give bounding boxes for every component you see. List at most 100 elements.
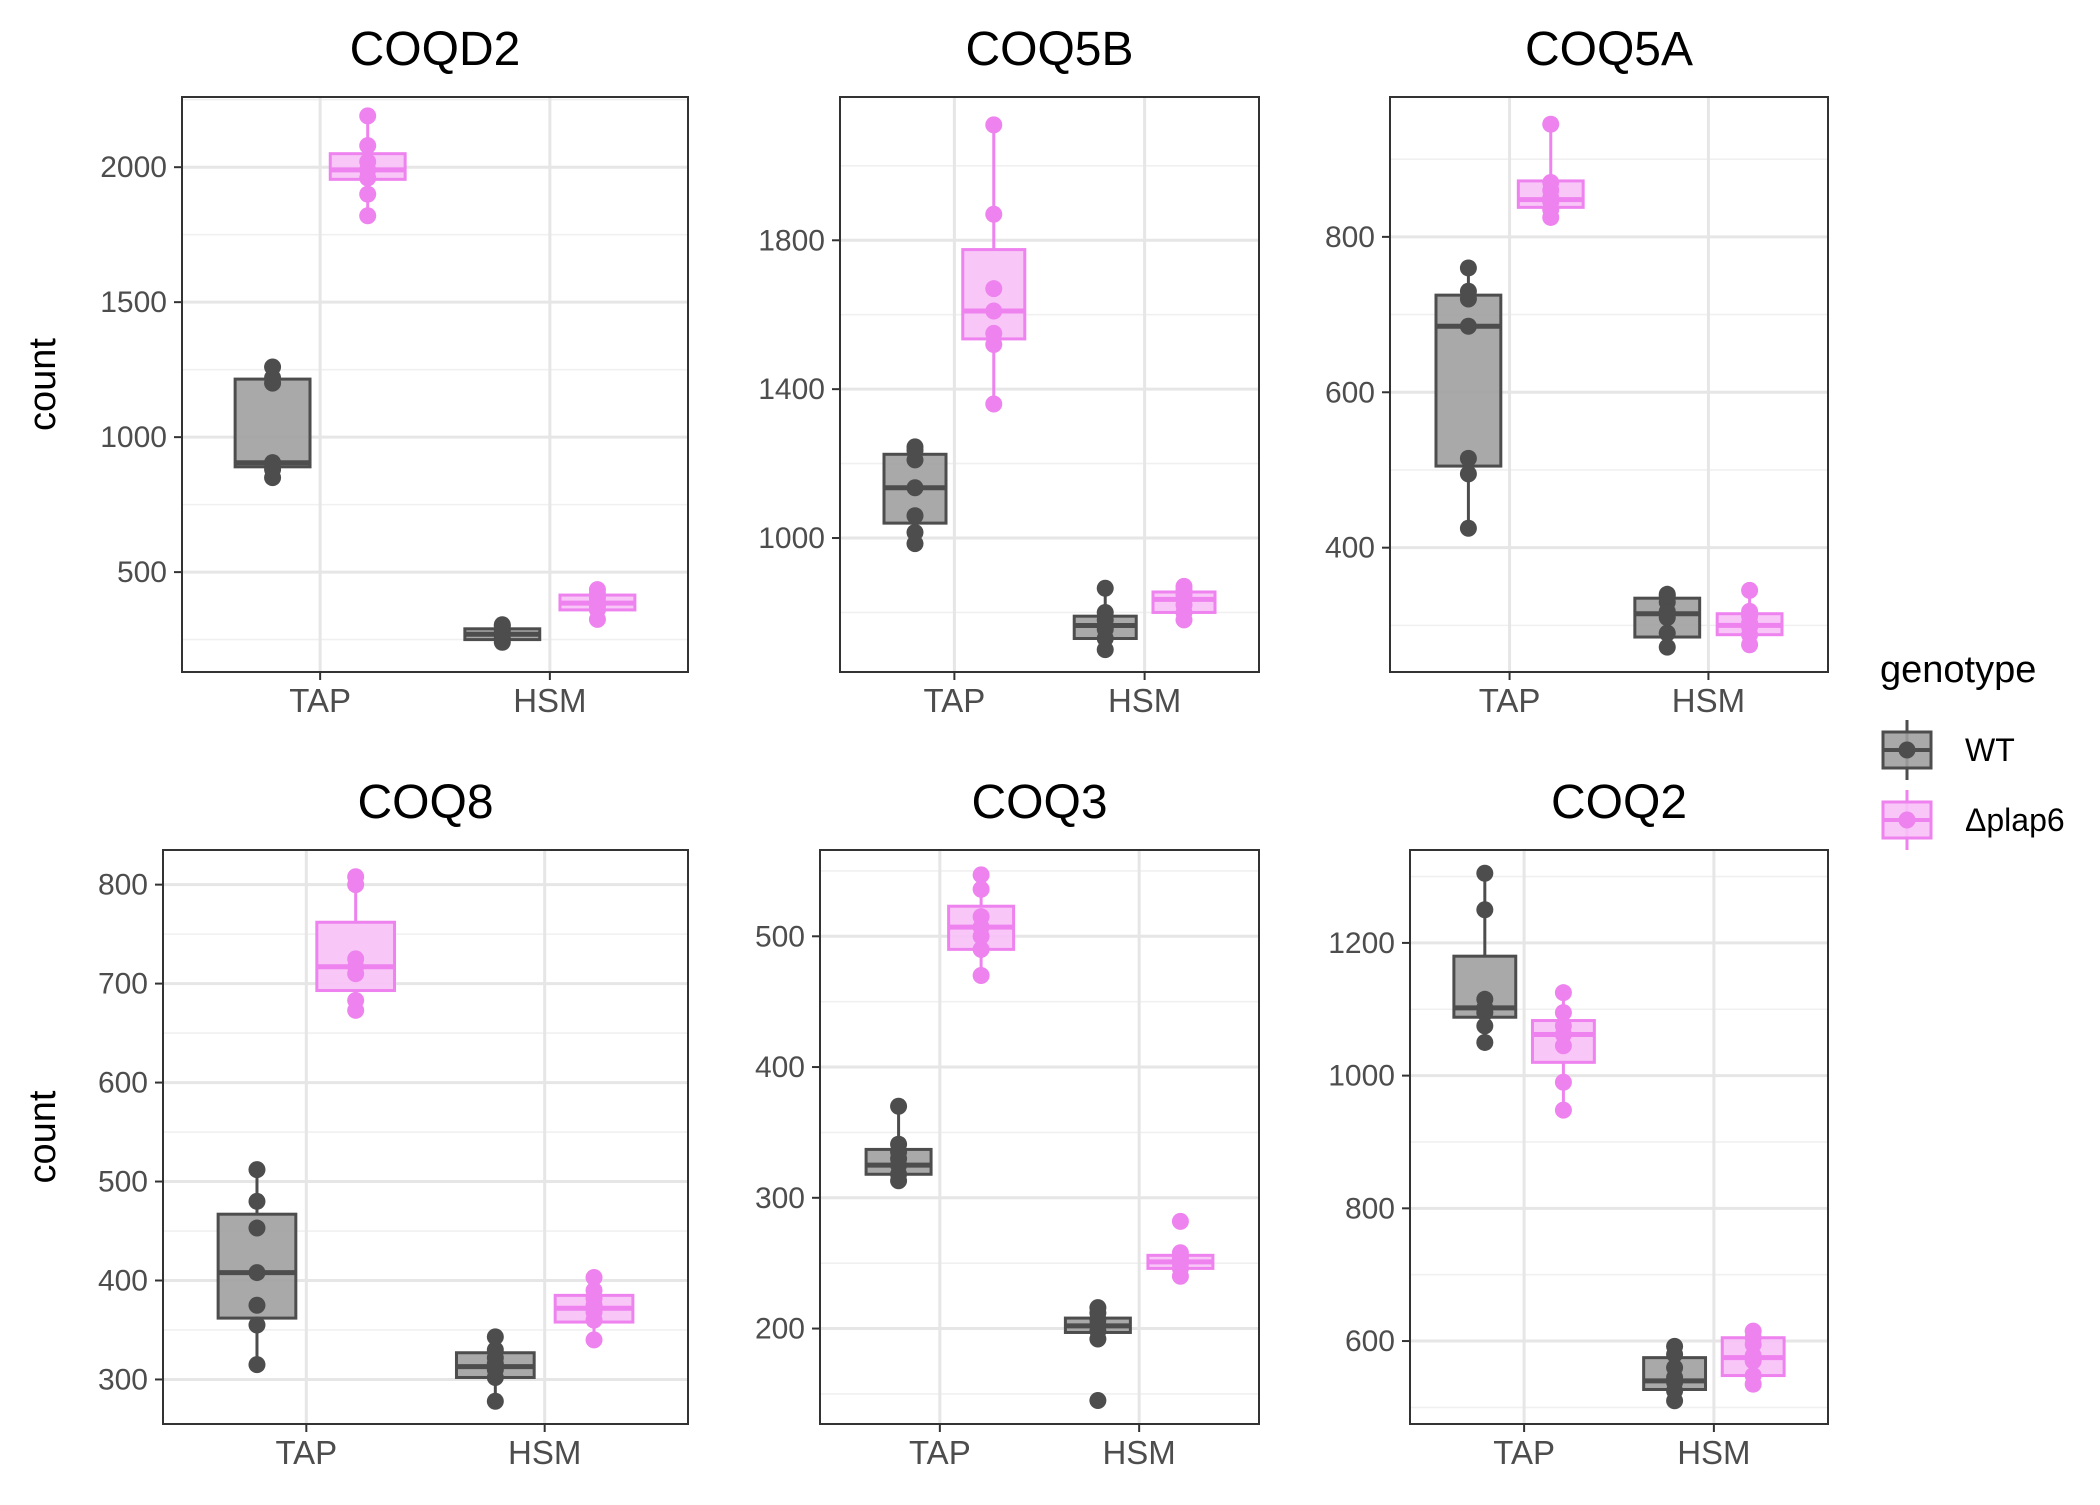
data-point	[585, 1269, 603, 1287]
data-point	[1658, 638, 1676, 656]
data-point	[890, 1097, 908, 1115]
panel-coq5b: 1000 1400 1800 TAP HSM COQ5B	[758, 23, 1260, 719]
panel-title: COQ2	[1551, 776, 1687, 829]
box-tap-plap6	[328, 107, 407, 225]
y-tick-label: 400	[98, 1265, 148, 1298]
x-tick-label: HSM	[1672, 682, 1745, 719]
data-point	[972, 940, 990, 958]
data-point	[1554, 1073, 1572, 1091]
data-point	[1175, 577, 1193, 595]
box-tap-wt	[216, 1161, 298, 1374]
data-point	[890, 1135, 908, 1153]
box-hsm-plap6	[553, 1269, 635, 1349]
data-point	[248, 1356, 266, 1374]
box-hsm-plap6	[1146, 1212, 1215, 1285]
data-point	[248, 1192, 266, 1210]
data-point	[1096, 579, 1114, 597]
box-tap-plap6	[947, 866, 1016, 985]
data-point	[359, 207, 377, 225]
data-point	[347, 950, 365, 968]
data-point	[1459, 519, 1477, 537]
box-hsm-wt	[463, 616, 542, 651]
y-tick-label: 400	[755, 1051, 805, 1084]
y-tick-label: 1200	[1328, 927, 1395, 960]
box-hsm-wt	[454, 1328, 536, 1410]
data-point	[985, 205, 1003, 223]
data-point	[1476, 864, 1494, 882]
data-point	[1459, 282, 1477, 300]
data-point	[588, 581, 606, 599]
data-point	[985, 324, 1003, 342]
legend-point	[1898, 741, 1916, 759]
data-point	[1459, 317, 1477, 335]
box-tap-wt	[882, 438, 948, 553]
data-point	[1542, 115, 1560, 133]
data-point	[906, 507, 924, 525]
data-point	[972, 880, 990, 898]
data-point	[1658, 585, 1676, 603]
legend: genotype WT Δplap6	[1880, 649, 2065, 850]
panel-title: COQ8	[357, 776, 493, 829]
box-tap-plap6	[315, 868, 397, 1019]
y-tick-label: 600	[1345, 1325, 1395, 1358]
data-point	[486, 1392, 504, 1410]
x-tick-label: HSM	[513, 682, 586, 719]
y-tick-label: 600	[98, 1067, 148, 1100]
legend-label: WT	[1965, 732, 2015, 768]
data-point	[486, 1341, 504, 1359]
y-tick-label: 300	[755, 1182, 805, 1215]
box-tap-wt	[1452, 864, 1518, 1051]
y-tick-label: 300	[98, 1363, 148, 1396]
data-point	[1476, 990, 1494, 1008]
data-point	[1554, 1101, 1572, 1119]
data-point	[359, 185, 377, 203]
data-point	[359, 107, 377, 125]
data-point	[248, 1264, 266, 1282]
box-tap-wt	[864, 1097, 933, 1190]
legend-key	[1881, 790, 1933, 850]
panel-frame	[819, 849, 1260, 1425]
box-hsm-plap6	[1715, 581, 1784, 654]
data-point	[972, 908, 990, 926]
data-point	[1171, 1212, 1189, 1230]
data-point	[359, 137, 377, 155]
y-tick-label: 800	[1345, 1192, 1395, 1225]
data-point	[1476, 1017, 1494, 1035]
data-point	[359, 153, 377, 171]
data-point	[906, 438, 924, 456]
data-point	[1741, 602, 1759, 620]
y-tick-label: 800	[1325, 221, 1375, 254]
data-point	[248, 1316, 266, 1334]
x-tick-label: TAP	[909, 1434, 971, 1471]
legend-label: Δplap6	[1965, 802, 2065, 838]
data-point	[972, 866, 990, 884]
data-point	[1666, 1337, 1684, 1355]
y-tick-label: 500	[98, 1166, 148, 1199]
panel-coq5a: 400 600 800 TAP HSM COQ5A	[1325, 23, 1829, 719]
y-tick-label: 600	[1325, 376, 1375, 409]
data-point	[1096, 603, 1114, 621]
data-point	[985, 116, 1003, 134]
data-point	[1554, 984, 1572, 1002]
box-tap-wt	[233, 358, 312, 487]
data-point	[1089, 1391, 1107, 1409]
data-point	[1744, 1367, 1762, 1385]
panel-frame	[162, 849, 689, 1425]
data-point	[248, 1219, 266, 1237]
data-point	[493, 616, 511, 634]
y-tick-label: 800	[98, 869, 148, 902]
panel-coq8: 300 400 500 600 700 800 TAP HSM COQ8	[98, 776, 689, 1471]
data-point	[585, 1281, 603, 1299]
panel-title: COQD2	[350, 23, 521, 76]
y-tick-label: 400	[1325, 532, 1375, 565]
x-tick-label: HSM	[1102, 1434, 1175, 1471]
data-point	[248, 1296, 266, 1314]
y-tick-label: 700	[98, 968, 148, 1001]
data-point	[1476, 901, 1494, 919]
data-point	[347, 991, 365, 1009]
box-tap-plap6	[1516, 115, 1585, 226]
data-point	[1658, 624, 1676, 642]
data-point	[1459, 465, 1477, 483]
